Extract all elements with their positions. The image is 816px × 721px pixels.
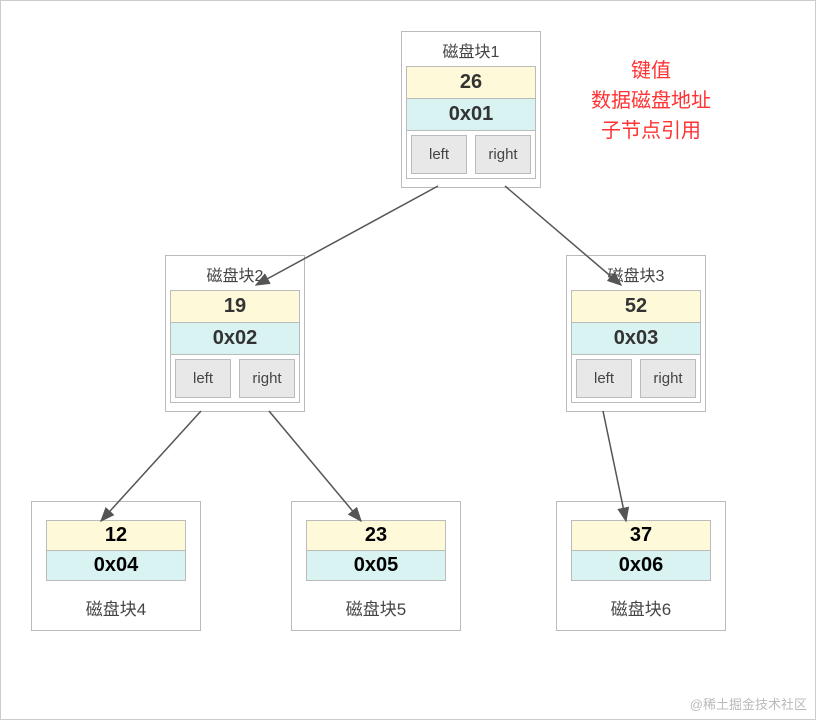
node-body: 19 0x02 left right [170,290,300,403]
node-title: 磁盘块5 [306,595,446,620]
tree-node-5: 23 0x05 磁盘块5 [291,501,461,631]
node-key: 19 [171,291,299,323]
watermark: @稀土掘金技术社区 [690,694,807,713]
legend-line: 数据磁盘地址 [591,86,711,116]
tree-node-2: 磁盘块2 19 0x02 left right [165,255,305,412]
node-title: 磁盘块2 [170,260,300,290]
node-key: 12 [47,521,185,551]
left-pointer: left [411,135,467,174]
tree-node-1: 磁盘块1 26 0x01 left right [401,31,541,188]
node-addr: 0x03 [572,323,700,355]
node-body: 37 0x06 [571,520,711,581]
node-addr: 0x05 [307,551,445,580]
node-body: 52 0x03 left right [571,290,701,403]
legend-line: 子节点引用 [591,116,711,146]
node-addr: 0x02 [171,323,299,355]
node-key: 23 [307,521,445,551]
node-body: 23 0x05 [306,520,446,581]
left-pointer: left [576,359,632,398]
node-addr: 0x06 [572,551,710,580]
node-title: 磁盘块3 [571,260,701,290]
node-addr: 0x01 [407,99,535,131]
node-body: 26 0x01 left right [406,66,536,179]
left-pointer: left [175,359,231,398]
tree-node-4: 12 0x04 磁盘块4 [31,501,201,631]
right-pointer: right [239,359,295,398]
node-pointers: left right [407,131,535,178]
node-key: 52 [572,291,700,323]
node-title: 磁盘块1 [406,36,536,66]
node-title: 磁盘块6 [571,595,711,620]
node-title: 磁盘块4 [46,595,186,620]
node-pointers: left right [572,355,700,402]
diagram-canvas: 键值 数据磁盘地址 子节点引用 磁盘块1 26 0x01 left right … [0,0,816,720]
legend: 键值 数据磁盘地址 子节点引用 [591,56,711,146]
right-pointer: right [640,359,696,398]
node-body: 12 0x04 [46,520,186,581]
node-key: 26 [407,67,535,99]
right-pointer: right [475,135,531,174]
tree-node-6: 37 0x06 磁盘块6 [556,501,726,631]
node-key: 37 [572,521,710,551]
node-addr: 0x04 [47,551,185,580]
node-pointers: left right [171,355,299,402]
legend-line: 键值 [591,56,711,86]
tree-node-3: 磁盘块3 52 0x03 left right [566,255,706,412]
